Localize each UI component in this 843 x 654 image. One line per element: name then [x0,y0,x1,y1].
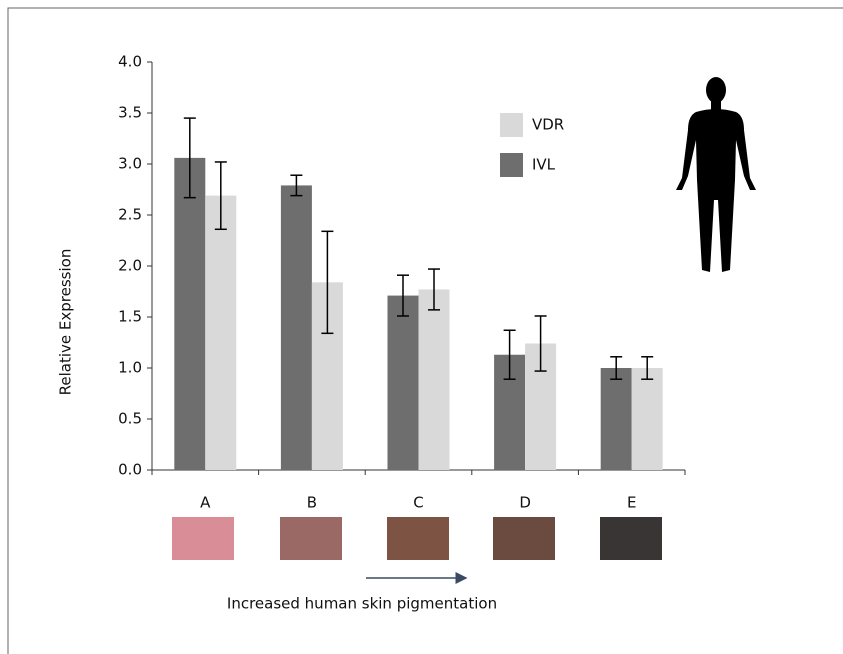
human-silhouette [676,77,756,272]
bar [205,196,236,470]
y-tick-label: 1.5 [118,308,142,326]
x-tick-label: D [519,494,531,512]
y-tick-label: 1.0 [118,359,142,377]
legend-swatch [500,153,523,177]
y-axis-label: Relative Expression [57,249,75,396]
y-tick-label: 2.0 [118,257,142,275]
y-tick-label: 4.0 [118,53,142,71]
legend-label: VDR [532,116,564,134]
chart: Relative Expression Increased human skin… [0,0,843,654]
swatch [493,517,555,560]
y-tick-label: 0.5 [118,410,142,428]
y-tick-label: 3.5 [118,104,142,122]
bar [419,289,450,470]
swatch [387,517,449,560]
bar [632,368,663,470]
swatch [280,517,342,560]
swatch [172,517,234,560]
y-tick-label: 0.0 [118,461,142,479]
legend-swatch [500,113,523,137]
legend-label: IVL [532,156,556,174]
swatch [600,517,662,560]
skin-swatches [172,517,662,560]
x-tick-label: E [627,494,636,512]
x-tick-label: B [307,494,317,512]
y-tick-label: 3.0 [118,155,142,173]
bar [601,368,632,470]
y-tick-label: 2.5 [118,206,142,224]
bar [174,158,205,470]
x-axis-label: Increased human skin pigmentation [227,595,497,613]
x-tick-label: C [413,494,423,512]
bar [388,296,419,470]
x-tick-label: A [200,494,211,512]
bar [281,185,312,470]
